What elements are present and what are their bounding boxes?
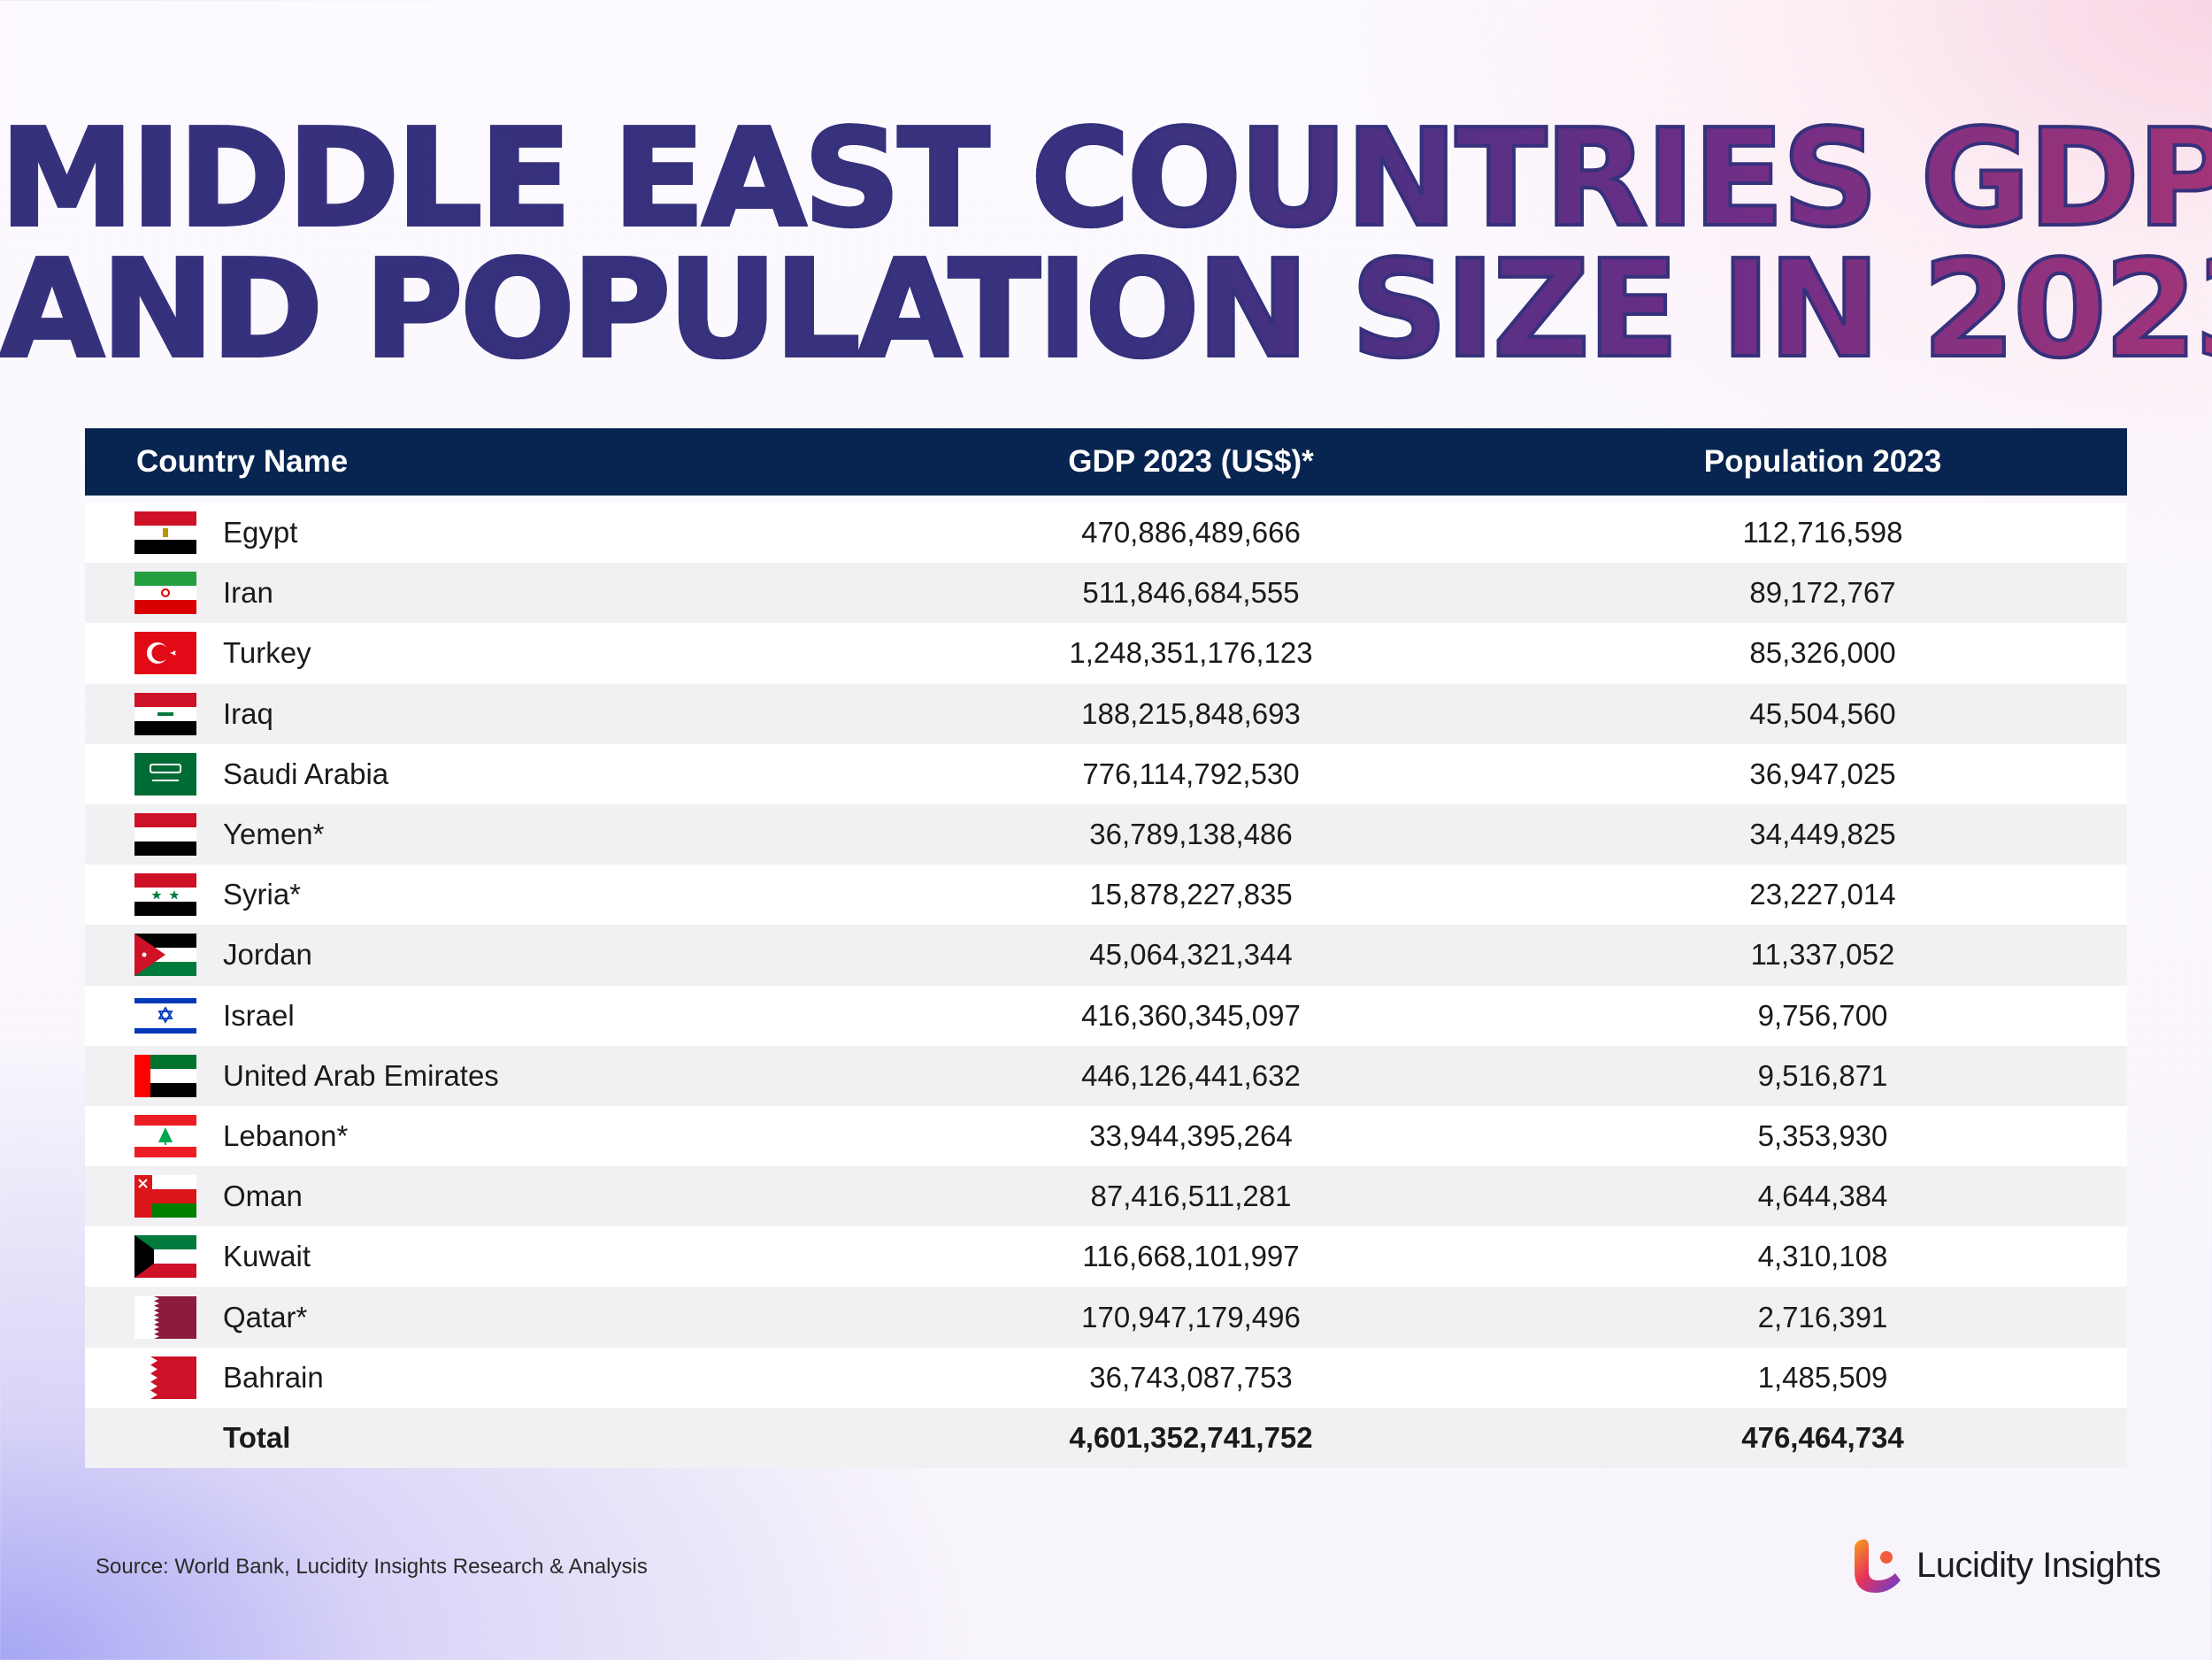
title-line-2: AND POPULATION SIZE IN 2023 (0, 231, 2212, 388)
gdp-value: 15,878,227,835 (1089, 878, 1293, 911)
title-line-1: MIDDLE EAST COUNTRIES GDP (0, 100, 2212, 257)
table-body: Egypt 470,886,489,666 112,716,598 Iran 5… (85, 503, 2127, 1408)
table-row: Egypt 470,886,489,666 112,716,598 (85, 503, 2127, 564)
gdp-value: 45,064,321,344 (1089, 938, 1293, 972)
gdp-value: 776,114,792,530 (1082, 757, 1300, 790)
gdp-value: 416,360,345,097 (1081, 998, 1301, 1032)
country-name: United Arab Emirates (223, 1058, 499, 1092)
header-gdp: GDP 2023 (US$)* (1068, 444, 1314, 479)
table-row: Saudi Arabia 776,114,792,530 36,947,025 (85, 743, 2127, 804)
table-row: Qatar* 170,947,179,496 2,716,391 (85, 1287, 2127, 1348)
population-value: 1,485,509 (1757, 1360, 1888, 1394)
qatar-flag-icon (134, 1295, 196, 1339)
gdp-population-table: Country Name GDP 2023 (US$)* Population … (85, 428, 2127, 1468)
table-row: Israel 416,360,345,097 9,756,700 (85, 985, 2127, 1046)
country-name: Iran (223, 576, 273, 610)
country-name: Israel (223, 998, 295, 1032)
saudi-arabia-flag-icon (134, 752, 196, 795)
table-row: Turkey 1,248,351,176,123 85,326,000 (85, 623, 2127, 684)
country-name: Yemen* (223, 818, 325, 851)
population-value: 5,353,930 (1757, 1118, 1888, 1152)
israel-flag-icon (134, 994, 196, 1037)
population-value: 112,716,598 (1742, 516, 1903, 549)
table-row: Lebanon* 33,944,395,264 5,353,930 (85, 1105, 2127, 1167)
country-name: Egypt (223, 516, 298, 549)
gdp-value: 1,248,351,176,123 (1069, 636, 1313, 670)
gdp-value: 446,126,441,632 (1081, 1058, 1301, 1092)
population-value: 11,337,052 (1750, 938, 1895, 972)
gdp-value: 36,789,138,486 (1089, 818, 1293, 851)
jordan-flag-icon (134, 934, 196, 977)
country-name: Syria* (223, 878, 302, 911)
iran-flag-icon (134, 572, 196, 615)
total-population: 476,464,734 (1741, 1420, 1904, 1454)
yemen-flag-icon (134, 813, 196, 857)
gdp-value: 188,215,848,693 (1081, 696, 1301, 730)
brand-logo: Lucidity Insights (1849, 1536, 2162, 1595)
country-name: Jordan (223, 938, 312, 972)
kuwait-flag-icon (134, 1235, 196, 1279)
syria-flag-icon (134, 873, 196, 917)
oman-flag-icon (134, 1175, 196, 1218)
country-name: Qatar* (223, 1300, 308, 1333)
bahrain-flag-icon (134, 1356, 196, 1399)
table-row: Kuwait 116,668,101,997 4,310,108 (85, 1226, 2127, 1287)
country-name: Iraq (223, 696, 273, 730)
country-name: Lebanon* (223, 1118, 349, 1152)
brand-name: Lucidity Insights (1916, 1545, 2162, 1585)
population-value: 23,227,014 (1749, 878, 1896, 911)
gdp-value: 470,886,489,666 (1081, 516, 1301, 549)
population-value: 85,326,000 (1749, 636, 1896, 670)
population-value: 9,516,871 (1757, 1058, 1888, 1092)
population-value: 4,310,108 (1757, 1240, 1888, 1273)
table-row: Iran 511,846,684,555 89,172,767 (85, 563, 2127, 624)
table-header: Country Name GDP 2023 (US$)* Population … (85, 428, 2127, 496)
total-label: Total (223, 1420, 291, 1454)
total-gdp: 4,601,352,741,752 (1069, 1420, 1313, 1454)
lebanon-flag-icon (134, 1114, 196, 1157)
header-population: Population 2023 (1703, 444, 1942, 479)
lucidity-logo-icon (1855, 1539, 1901, 1593)
header-country: Country Name (136, 444, 349, 479)
gdp-value: 170,947,179,496 (1081, 1300, 1301, 1333)
country-name: Oman (223, 1180, 303, 1213)
population-value: 34,449,825 (1749, 818, 1896, 851)
population-value: 89,172,767 (1749, 576, 1896, 610)
population-value: 9,756,700 (1757, 998, 1888, 1032)
gdp-value: 116,668,101,997 (1082, 1240, 1300, 1273)
total-row: Total 4,601,352,741,752 476,464,734 (85, 1407, 2127, 1468)
egypt-flag-icon (134, 511, 196, 555)
iraq-flag-icon (134, 692, 196, 735)
page-title: MIDDLE EAST COUNTRIES GDP AND POPULATION… (0, 100, 2212, 388)
gdp-value: 87,416,511,281 (1090, 1180, 1292, 1213)
gdp-value: 36,743,087,753 (1089, 1360, 1293, 1394)
population-value: 4,644,384 (1757, 1180, 1888, 1213)
table-row: Jordan 45,064,321,344 11,337,052 (85, 925, 2127, 986)
country-name: Turkey (223, 636, 311, 670)
gdp-value: 33,944,395,264 (1089, 1118, 1293, 1152)
country-name: Saudi Arabia (223, 757, 389, 790)
table-row: Yemen* 36,789,138,486 34,449,825 (85, 803, 2127, 865)
population-value: 45,504,560 (1749, 696, 1896, 730)
table-row: Bahrain 36,743,087,753 1,485,509 (85, 1347, 2127, 1408)
country-name: Bahrain (223, 1360, 324, 1394)
table-row: Iraq 188,215,848,693 45,504,560 (85, 683, 2127, 744)
source-note: Source: World Bank, Lucidity Insights Re… (96, 1555, 648, 1579)
population-value: 36,947,025 (1749, 757, 1896, 790)
table-row: Oman 87,416,511,281 4,644,384 (85, 1166, 2127, 1227)
table-row: Syria* 15,878,227,835 23,227,014 (85, 865, 2127, 926)
gdp-value: 511,846,684,555 (1082, 576, 1300, 610)
uae-flag-icon (134, 1054, 196, 1097)
country-name: Kuwait (223, 1240, 311, 1273)
table-row: United Arab Emirates 446,126,441,632 9,5… (85, 1045, 2127, 1106)
population-value: 2,716,391 (1757, 1300, 1888, 1333)
turkey-flag-icon (134, 632, 196, 675)
